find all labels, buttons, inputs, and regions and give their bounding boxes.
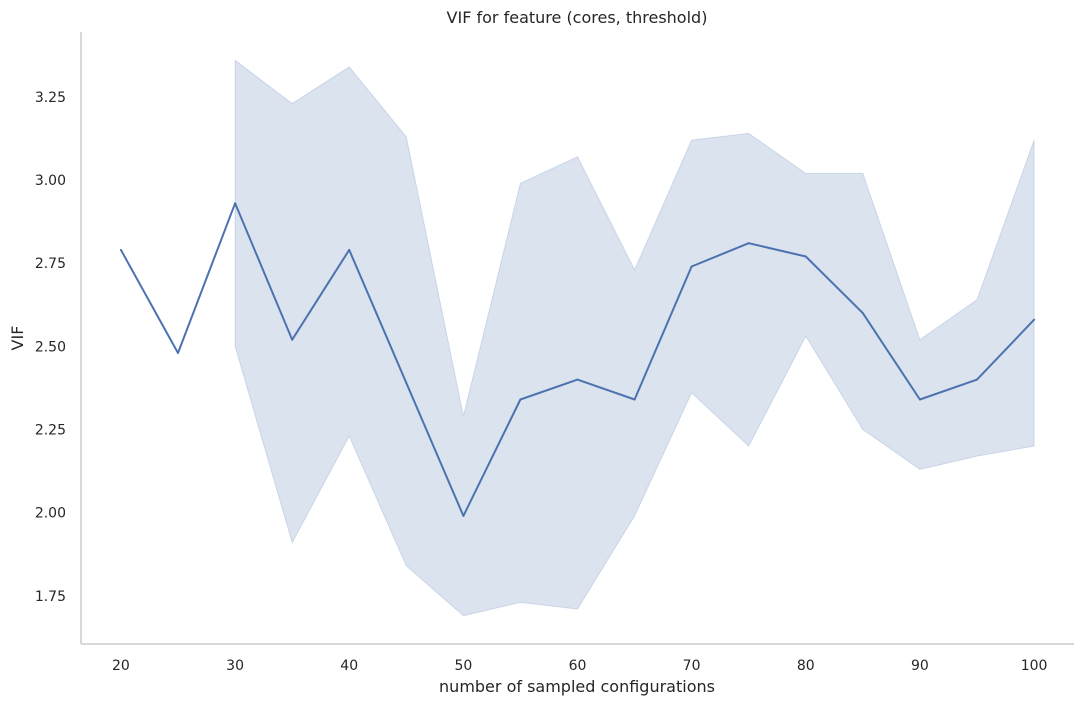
data-point [633, 398, 636, 401]
data-point [405, 381, 408, 384]
y-tick-label: 2.50 [35, 339, 66, 355]
x-tick-labels: 20 30 40 50 60 70 80 90 100 [112, 658, 1047, 674]
data-point [291, 338, 294, 341]
x-tick-label: 50 [454, 658, 472, 674]
data-point [1033, 318, 1036, 321]
y-tick-label: 2.00 [35, 506, 66, 522]
x-tick-label: 20 [112, 658, 130, 674]
data-point [804, 255, 807, 258]
data-point [348, 248, 351, 251]
data-point [462, 514, 465, 517]
y-axis-title: VIF [8, 326, 27, 351]
confidence-band [234, 59, 1035, 617]
data-point [747, 242, 750, 245]
data-point [234, 202, 237, 205]
y-tick-label: 3.00 [35, 173, 66, 189]
y-tick-label: 2.75 [35, 256, 66, 272]
chart-title: VIF for feature (cores, threshold) [447, 8, 708, 27]
x-tick-label: 80 [797, 658, 815, 674]
x-axis-title: number of sampled configurations [439, 677, 715, 696]
confidence-band-layer [234, 59, 1035, 617]
x-tick-label: 60 [569, 658, 587, 674]
y-tick-labels: 1.75 2.00 2.25 2.50 2.75 3.00 3.25 [35, 90, 66, 605]
x-tick-label: 30 [226, 658, 244, 674]
x-tick-label: 90 [911, 658, 929, 674]
x-tick-label: 40 [340, 658, 358, 674]
y-tick-label: 2.25 [35, 423, 66, 439]
series-line-layer [119, 202, 1036, 517]
data-point [519, 398, 522, 401]
x-tick-label: 70 [683, 658, 701, 674]
y-tick-label: 3.25 [35, 90, 66, 106]
data-point [119, 248, 122, 251]
axes [80, 32, 1074, 645]
data-point [861, 312, 864, 315]
data-point [177, 352, 179, 354]
data-point [976, 378, 978, 381]
data-point [918, 398, 921, 401]
data-point [576, 378, 579, 381]
x-tick-label: 100 [1021, 658, 1048, 674]
data-point [690, 265, 693, 268]
y-tick-label: 1.75 [35, 589, 66, 605]
